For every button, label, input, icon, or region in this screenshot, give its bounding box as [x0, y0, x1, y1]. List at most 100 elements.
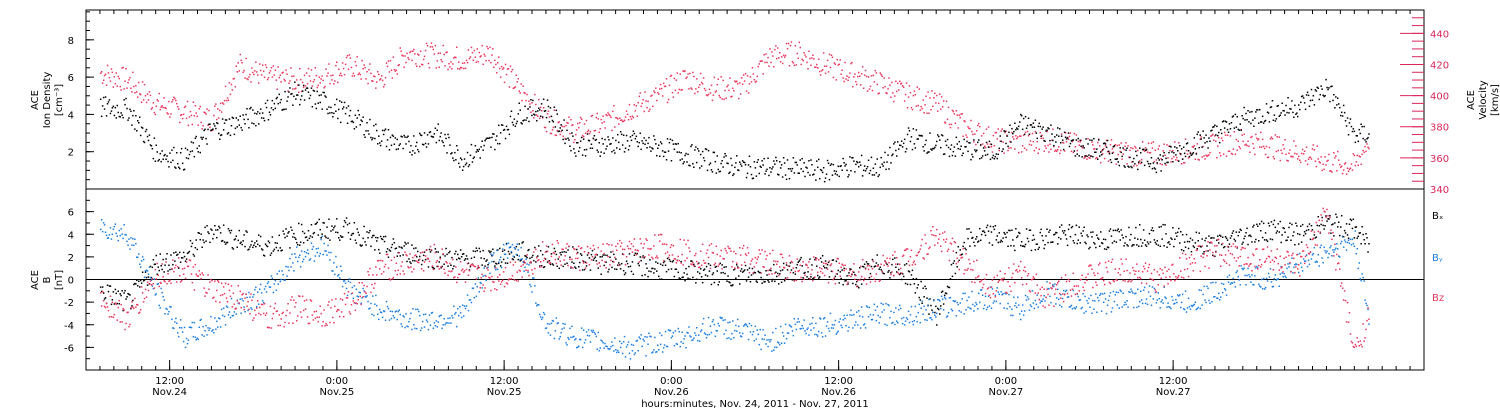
- bx-point: [925, 287, 927, 290]
- bx-point: [996, 235, 998, 237]
- by-point: [990, 307, 993, 309]
- velocity-point: [534, 93, 536, 96]
- by-point: [1028, 309, 1031, 311]
- by-point: [446, 322, 448, 324]
- bx-point: [862, 266, 865, 268]
- density-point: [1234, 113, 1237, 116]
- bx-point: [1309, 238, 1312, 241]
- by-point: [609, 348, 611, 350]
- velocity-point: [990, 146, 993, 148]
- by-point: [690, 336, 692, 338]
- by-point: [129, 248, 131, 250]
- by-point: [441, 327, 443, 330]
- by-point: [923, 305, 925, 308]
- by-point: [911, 320, 914, 323]
- density-point: [730, 157, 732, 160]
- density-point: [1257, 109, 1259, 111]
- density-point: [953, 146, 956, 148]
- bx-point: [185, 258, 188, 260]
- bx-point: [345, 217, 348, 219]
- density-point: [1216, 125, 1218, 128]
- density-point: [642, 142, 644, 145]
- bx-point: [826, 264, 829, 266]
- velocity-point: [1031, 132, 1034, 135]
- density-point: [436, 129, 438, 131]
- density-point: [125, 97, 127, 100]
- by-point: [704, 333, 707, 335]
- by-point: [518, 255, 520, 257]
- density-point: [572, 135, 574, 137]
- velocity-point: [992, 134, 995, 137]
- bx-point: [860, 283, 863, 285]
- velocity-point: [560, 130, 562, 133]
- by-point: [192, 335, 195, 338]
- velocity-point: [647, 100, 649, 103]
- bx-point: [285, 228, 287, 230]
- by-point: [980, 289, 983, 291]
- density-point: [134, 128, 136, 130]
- bx-point: [1237, 234, 1239, 237]
- density-point: [1125, 149, 1127, 151]
- velocity-point: [461, 62, 464, 64]
- density-point: [1292, 111, 1294, 114]
- density-point: [807, 171, 809, 174]
- by-point: [976, 303, 978, 306]
- velocity-point: [879, 72, 881, 74]
- density-point: [1200, 138, 1202, 140]
- bx-point: [782, 262, 785, 265]
- bx-point: [354, 239, 357, 241]
- density-point: [207, 128, 209, 131]
- bx-point: [1251, 241, 1253, 243]
- bx-point: [273, 248, 276, 251]
- velocity-point: [643, 110, 645, 113]
- density-point: [1130, 165, 1132, 168]
- bx-point: [774, 280, 776, 283]
- by-point: [352, 297, 355, 300]
- bx-point: [415, 247, 417, 249]
- density-point: [277, 102, 279, 105]
- density-point: [548, 121, 551, 123]
- velocity-point: [282, 71, 284, 74]
- by-point: [856, 311, 858, 313]
- density-point: [482, 149, 484, 151]
- density-point: [948, 155, 951, 158]
- density-point: [191, 150, 194, 152]
- density-point: [900, 144, 902, 147]
- by-point: [779, 325, 782, 328]
- bx-point: [811, 264, 813, 266]
- bx-point: [866, 263, 869, 265]
- density-point: [1162, 155, 1164, 157]
- velocity-point: [1108, 151, 1111, 153]
- bx-point: [579, 261, 581, 264]
- by-point: [382, 310, 385, 312]
- velocity-point: [1110, 139, 1113, 141]
- density-point: [1029, 124, 1032, 126]
- by-point: [802, 327, 804, 330]
- density-point: [1260, 121, 1262, 123]
- density-point: [952, 150, 955, 153]
- density-point: [389, 136, 392, 139]
- density-point: [1314, 89, 1317, 91]
- bx-point: [1152, 230, 1155, 232]
- velocity-point: [508, 86, 511, 88]
- bx-point: [108, 285, 111, 287]
- bx-point: [901, 273, 904, 275]
- velocity-point: [1175, 159, 1177, 161]
- velocity-point: [910, 106, 913, 109]
- velocity-point: [509, 65, 512, 67]
- velocity-point: [649, 108, 651, 111]
- density-point: [895, 149, 897, 152]
- bx-point: [334, 225, 336, 227]
- velocity-point: [1189, 151, 1192, 154]
- density-point: [974, 149, 976, 151]
- density-point: [290, 93, 292, 95]
- bx-point: [977, 241, 979, 243]
- velocity-point: [1259, 146, 1261, 148]
- bx-point: [1047, 241, 1049, 244]
- bx-point: [453, 265, 455, 267]
- velocity-point: [438, 66, 440, 68]
- density-point: [980, 157, 983, 159]
- by-point: [646, 336, 648, 338]
- velocity-point: [569, 132, 571, 135]
- bx-point: [943, 294, 946, 297]
